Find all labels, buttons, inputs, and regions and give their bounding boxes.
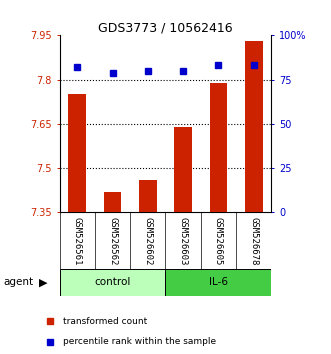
Text: transformed count: transformed count [63,316,147,326]
Text: agent: agent [3,277,33,287]
Text: GSM526561: GSM526561 [73,217,82,265]
Bar [174,127,192,212]
Title: GDS3773 / 10562416: GDS3773 / 10562416 [98,21,233,34]
Text: ▶: ▶ [39,277,47,287]
Text: control: control [94,277,131,287]
Text: GSM526605: GSM526605 [214,217,223,265]
Text: GSM526602: GSM526602 [143,217,152,265]
Bar [245,41,262,212]
Text: IL-6: IL-6 [209,277,228,287]
Bar [60,269,166,296]
Text: percentile rank within the sample: percentile rank within the sample [63,337,216,346]
Text: GSM526562: GSM526562 [108,217,117,265]
Text: GSM526603: GSM526603 [179,217,188,265]
Bar [69,95,86,212]
Text: GSM526678: GSM526678 [249,217,258,265]
Bar [210,82,227,212]
Bar [139,180,157,212]
Bar [104,192,121,212]
Bar [166,269,271,296]
